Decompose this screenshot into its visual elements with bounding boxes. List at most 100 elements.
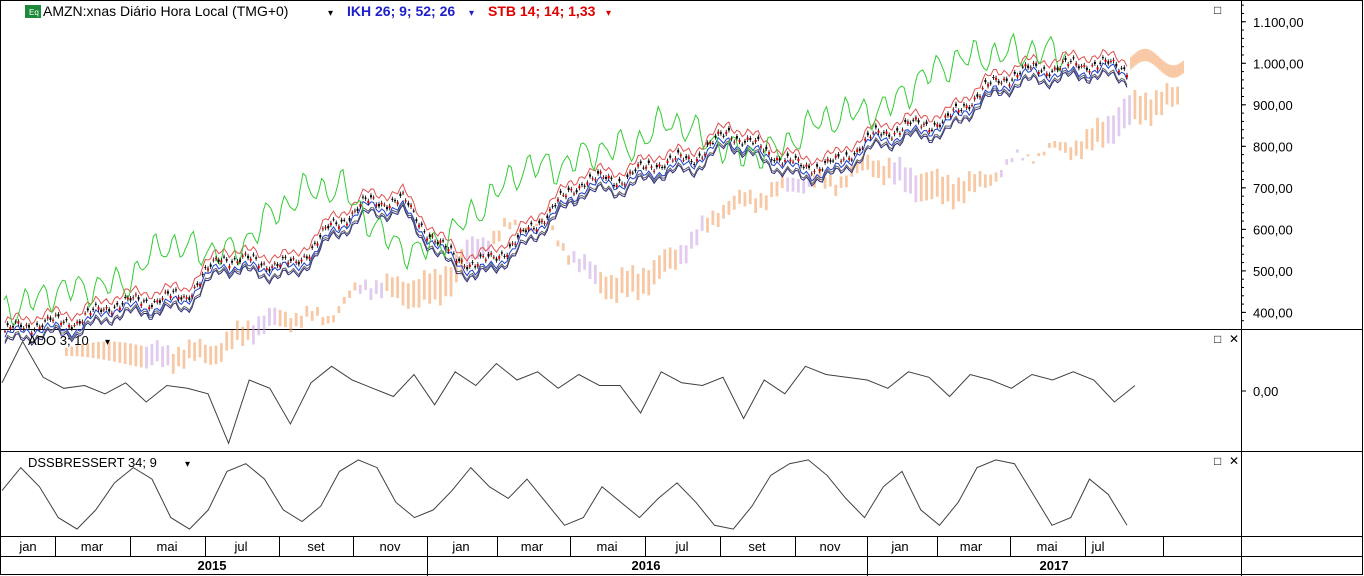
price-candle[interactable]: [137, 295, 140, 302]
price-candle[interactable]: [340, 217, 343, 224]
price-candle[interactable]: [495, 256, 498, 263]
price-candle[interactable]: [1016, 72, 1019, 80]
price-candle[interactable]: [669, 153, 672, 160]
price-candle[interactable]: [759, 144, 762, 150]
price-candle[interactable]: [554, 202, 557, 209]
dss-dropdown-icon[interactable]: ▾: [185, 459, 190, 470]
price-candle[interactable]: [754, 138, 757, 145]
price-candle[interactable]: [532, 226, 535, 231]
price-candle[interactable]: [215, 255, 218, 262]
price-candle[interactable]: [880, 132, 883, 138]
price-candle[interactable]: [746, 135, 749, 143]
price-candle[interactable]: [925, 119, 928, 127]
price-candle[interactable]: [1003, 76, 1006, 83]
price-candle[interactable]: [971, 103, 974, 108]
price-candle[interactable]: [621, 181, 624, 187]
price-candle[interactable]: [188, 295, 191, 303]
price-candle[interactable]: [610, 175, 613, 182]
price-candle[interactable]: [989, 80, 992, 86]
price-candle[interactable]: [551, 204, 554, 209]
ikh-dropdown-icon[interactable]: ▾: [469, 8, 474, 19]
price-candle[interactable]: [1053, 65, 1056, 72]
price-candle[interactable]: [500, 250, 503, 256]
price-candle[interactable]: [548, 206, 551, 214]
price-candle[interactable]: [1043, 65, 1046, 71]
price-candle[interactable]: [524, 228, 527, 235]
price-candle[interactable]: [25, 322, 28, 328]
price-candle[interactable]: [217, 257, 220, 265]
dss-panel[interactable]: DSSBRESSERT 34; 9 ▾: [1, 455, 1128, 530]
price-candle[interactable]: [442, 238, 445, 243]
price-candle[interactable]: [599, 169, 602, 176]
price-candle[interactable]: [426, 236, 429, 243]
price-candle[interactable]: [781, 162, 784, 167]
price-candle[interactable]: [976, 92, 979, 99]
price-candle[interactable]: [367, 198, 370, 206]
ado-dropdown-icon[interactable]: ▾: [105, 337, 110, 348]
price-candle[interactable]: [375, 202, 378, 209]
price-candle[interactable]: [14, 319, 17, 325]
price-candle[interactable]: [1037, 69, 1040, 77]
dss-title[interactable]: DSSBRESSERT 34; 9: [28, 455, 157, 470]
price-candle[interactable]: [156, 298, 159, 305]
price-candle[interactable]: [914, 115, 917, 122]
price-candle[interactable]: [968, 104, 971, 112]
price-candle[interactable]: [784, 157, 787, 164]
price-candle[interactable]: [885, 129, 888, 136]
price-candle[interactable]: [1032, 60, 1035, 67]
price-candle[interactable]: [842, 156, 845, 162]
price-candle[interactable]: [1077, 64, 1080, 71]
price-candle[interactable]: [329, 220, 332, 228]
price-candle[interactable]: [415, 217, 418, 224]
stb-label[interactable]: STB 14; 14; 1,33: [488, 3, 596, 19]
price-candle[interactable]: [663, 164, 666, 170]
price-candle[interactable]: [356, 206, 359, 214]
price-candle[interactable]: [276, 261, 279, 269]
maximize-icon[interactable]: □: [1214, 454, 1221, 468]
price-candle[interactable]: [263, 261, 266, 266]
price-candle[interactable]: [70, 325, 73, 332]
price-candle[interactable]: [49, 315, 52, 323]
price-candle[interactable]: [199, 281, 202, 289]
price-candle[interactable]: [44, 318, 47, 323]
price-candle[interactable]: [957, 108, 960, 115]
price-candle[interactable]: [586, 180, 589, 187]
price-candle[interactable]: [337, 224, 340, 231]
price-candle[interactable]: [837, 151, 840, 159]
price-candle[interactable]: [4, 329, 6, 334]
price-candle[interactable]: [458, 256, 461, 264]
price-candle[interactable]: [30, 330, 33, 337]
price-candle[interactable]: [516, 232, 519, 240]
price-candle[interactable]: [396, 199, 399, 207]
price-candle[interactable]: [207, 266, 210, 273]
price-candle[interactable]: [284, 254, 287, 260]
price-candle[interactable]: [169, 293, 172, 301]
price-candle[interactable]: [1011, 77, 1014, 82]
price-candle[interactable]: [244, 251, 247, 257]
price-candle[interactable]: [6, 321, 9, 328]
price-candle[interactable]: [129, 296, 132, 303]
price-candle[interactable]: [351, 210, 354, 216]
price-candle[interactable]: [591, 176, 594, 181]
price-candle[interactable]: [909, 120, 912, 127]
price-candle[interactable]: [519, 227, 522, 234]
price-candle[interactable]: [126, 295, 129, 302]
price-candle[interactable]: [84, 311, 87, 316]
price-candle[interactable]: [687, 154, 690, 162]
price-candle[interactable]: [773, 157, 776, 164]
price-candle[interactable]: [805, 162, 808, 169]
price-candle[interactable]: [399, 191, 402, 199]
price-candle[interactable]: [821, 167, 824, 172]
price-candle[interactable]: [597, 168, 600, 176]
price-candle[interactable]: [946, 111, 949, 118]
price-candle[interactable]: [653, 168, 656, 174]
price-candle[interactable]: [626, 172, 629, 180]
price-candle[interactable]: [540, 218, 543, 225]
price-candle[interactable]: [973, 95, 976, 102]
price-candle[interactable]: [12, 324, 15, 330]
price-candle[interactable]: [733, 139, 736, 145]
price-candle[interactable]: [228, 263, 231, 271]
price-candle[interactable]: [174, 287, 177, 293]
price-candle[interactable]: [1045, 71, 1048, 78]
price-candle[interactable]: [858, 146, 861, 153]
